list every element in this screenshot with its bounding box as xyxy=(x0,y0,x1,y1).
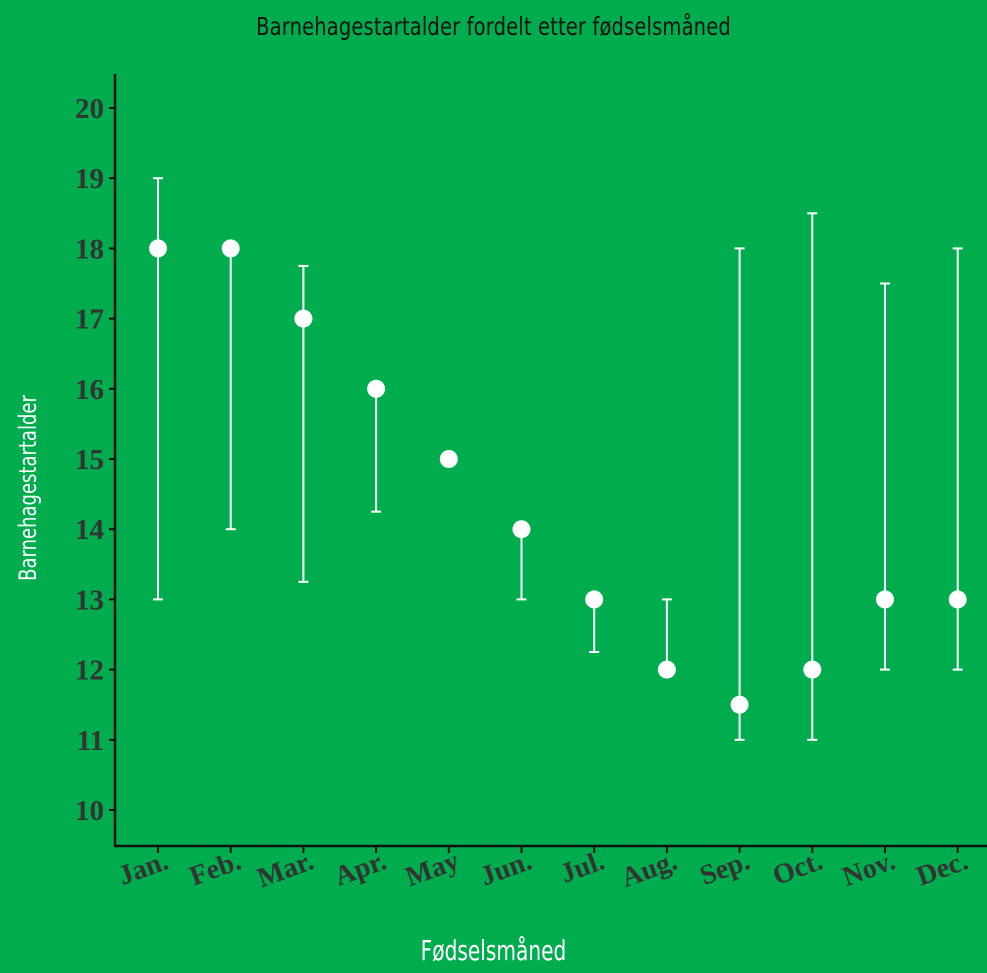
data-point xyxy=(439,450,458,468)
x-tick-label: Sep. xyxy=(696,845,754,891)
y-tick-label: 18 xyxy=(75,233,104,265)
y-tick-label: 20 xyxy=(75,93,104,125)
y-tick-label: 10 xyxy=(75,795,104,827)
x-tick-label: Mar. xyxy=(253,845,317,894)
y-tick-label: 15 xyxy=(75,444,104,476)
data-point xyxy=(294,309,313,328)
error-bars xyxy=(153,177,963,741)
x-tick-label: Jun. xyxy=(476,845,536,892)
x-tick-label: Oct. xyxy=(769,845,827,891)
x-tick-label: Apr. xyxy=(330,845,390,892)
x-tick-label: Feb. xyxy=(186,845,246,892)
data-point xyxy=(803,660,822,679)
y-tick-label: 14 xyxy=(75,514,104,546)
x-tick-label: Nov. xyxy=(838,845,899,892)
chart-title: Barnehagestartalder fordelt etter fødsel… xyxy=(256,12,731,41)
y-axis-title: Barnehagestartalder xyxy=(14,395,42,581)
y-tick-label: 12 xyxy=(75,655,104,687)
x-tick-label: Aug. xyxy=(617,845,681,894)
x-tick-label: May xyxy=(401,845,463,893)
y-tick-label: 16 xyxy=(75,374,104,406)
data-point xyxy=(730,695,749,714)
x-axis-ticks: Jan. Feb. Mar. Apr. May Jun. Jul. Aug. Sep. Oct. N… xyxy=(114,845,972,894)
x-tick-label: Jul. xyxy=(556,845,608,889)
data-point xyxy=(585,590,604,609)
data-point xyxy=(948,590,967,609)
y-tick-label: 13 xyxy=(75,584,104,616)
data-point xyxy=(512,520,531,539)
y-tick-label: 11 xyxy=(77,725,104,757)
y-tick-label: 17 xyxy=(75,304,104,336)
x-axis-title: Fødselsmåned xyxy=(420,934,567,967)
data-points xyxy=(149,239,967,714)
data-point xyxy=(149,239,167,258)
data-point xyxy=(657,660,676,679)
y-tick-label: 19 xyxy=(75,163,104,195)
y-axis-ticks: 10 11 12 13 14 15 16 17 18 19 20 xyxy=(75,93,115,827)
x-tick-label: Dec. xyxy=(913,845,973,892)
x-tick-label: Jan. xyxy=(114,845,172,891)
data-point xyxy=(367,379,386,398)
data-point xyxy=(221,239,240,258)
data-point xyxy=(876,590,894,609)
